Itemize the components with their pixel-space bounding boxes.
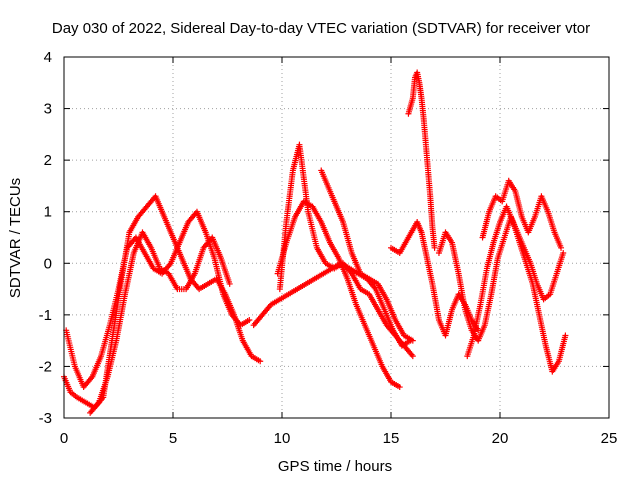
series-sat-l [464, 203, 569, 375]
axis-ticks: 0 5 10 15 20 25 -3 -2 -1 0 1 2 3 4 [39, 49, 618, 447]
x-tick-label: 10 [274, 430, 291, 447]
y-tick-label: -3 [39, 410, 52, 427]
series-sat-j [435, 213, 567, 344]
series-sat-f [250, 260, 414, 349]
series-sat-i [405, 69, 438, 251]
data-point [409, 337, 416, 344]
data-point [431, 244, 438, 251]
y-tick-label: -1 [39, 307, 52, 324]
y-tick-label: 3 [44, 101, 52, 118]
y-tick-label: -2 [39, 358, 52, 375]
data-point [246, 317, 253, 324]
x-axis-label: GPS time / hours [278, 458, 392, 475]
plot-area [61, 69, 569, 416]
chart-title: Day 030 of 2022, Sidereal Day-to-day VTE… [52, 20, 590, 37]
y-axis-label: SDTVAR / TECUs [7, 178, 24, 298]
series-sat-c [87, 229, 233, 416]
series-sat-e [276, 141, 416, 360]
x-tick-label: 25 [601, 430, 618, 447]
data-point [396, 384, 403, 391]
data-point [562, 332, 569, 339]
data-point [257, 358, 264, 365]
data-point [409, 353, 416, 360]
x-tick-label: 0 [60, 430, 68, 447]
data-point [226, 280, 233, 287]
y-tick-label: 4 [44, 49, 52, 66]
series-sat-d [274, 198, 403, 391]
y-tick-label: 1 [44, 204, 52, 221]
data-point [560, 249, 567, 256]
x-tick-label: 15 [383, 430, 400, 447]
x-tick-label: 20 [492, 430, 509, 447]
data-point [558, 244, 565, 251]
y-tick-label: 0 [44, 255, 52, 272]
series-sat-k [479, 177, 565, 251]
plot-frame [63, 56, 610, 419]
series-sat-g [318, 167, 416, 344]
x-tick-label: 5 [169, 430, 177, 447]
y-tick-label: 2 [44, 152, 52, 169]
data-point [475, 327, 482, 334]
